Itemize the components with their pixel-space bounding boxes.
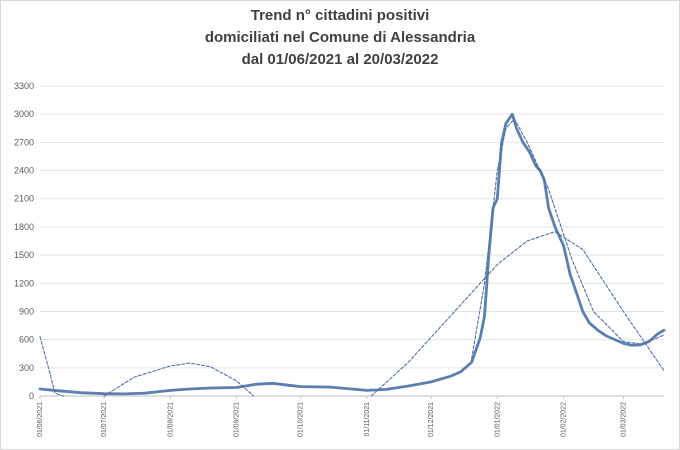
x-tick-label: 01/06/2021 [37,402,44,437]
trendline-series-1 [39,336,65,397]
x-tick-label: 01/10/2021 [298,402,305,437]
trendline-series-3 [370,231,665,397]
x-tick-label: 01/09/2021 [234,402,241,437]
chart-title-line-1: Trend n° cittadini positivi [250,7,430,24]
y-tick-label: 1800 [14,222,34,232]
x-tick-label: 01/01/2022 [494,402,501,437]
x-tick-label: 01/02/2022 [561,402,568,437]
y-tick-label: 600 [19,335,34,345]
y-tick-label: 900 [19,306,34,316]
y-tick-label: 1200 [14,278,34,288]
y-tick-label: 2700 [14,137,34,147]
chart-title-line-3: dal 01/06/2021 al 20/03/2022 [241,51,439,68]
y-tick-label: 3000 [14,109,34,119]
positives-series-line [38,112,666,396]
x-tick-label: 01/08/2021 [167,402,174,437]
x-tick-label: 01/07/2021 [101,402,108,437]
y-tick-label: 0 [29,391,34,401]
x-tick-label: 01/03/2022 [620,402,627,437]
y-tick-label: 1500 [14,250,34,260]
y-tick-label: 300 [19,363,34,373]
chart-title-line-2: domiciliati nel Comune di Alessandria [204,29,476,46]
y-tick-label: 3300 [14,81,34,91]
y-tick-label: 2400 [14,166,34,176]
trendline-series-4 [471,118,665,359]
y-tick-label: 2100 [14,194,34,204]
x-tick-label: 01/11/2021 [364,402,371,437]
trendline-series-2 [103,362,255,397]
x-tick-label: 01/12/2021 [428,402,435,437]
